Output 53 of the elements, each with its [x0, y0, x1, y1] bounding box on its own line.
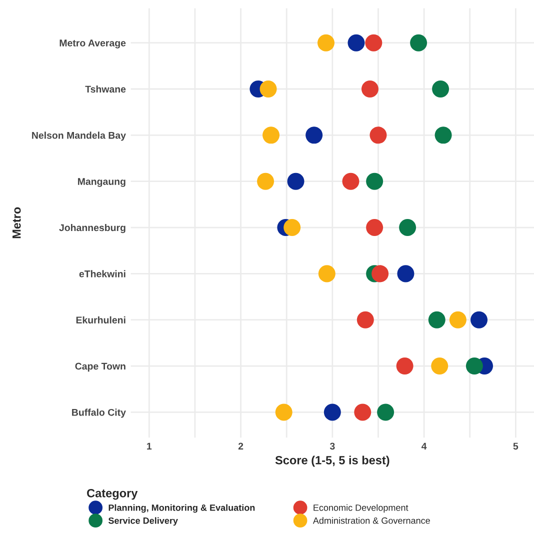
- legend-title: Category: [87, 488, 138, 500]
- legend-label: Economic Development: [314, 504, 408, 513]
- point: [354, 404, 372, 421]
- point: [377, 404, 394, 421]
- point: [356, 311, 374, 328]
- point: [466, 358, 483, 375]
- x-tick-label: 2: [238, 442, 244, 450]
- x-axis-title: Score (1-5, 5 is best): [275, 456, 390, 467]
- x-tick-label: 5: [513, 442, 518, 450]
- legend-label: Service Delivery: [108, 517, 178, 526]
- point: [399, 219, 416, 236]
- point: [348, 34, 365, 52]
- point: [370, 126, 387, 144]
- point: [397, 265, 414, 282]
- point: [431, 358, 448, 375]
- point: [284, 219, 301, 236]
- point: [257, 172, 274, 190]
- point: [366, 172, 384, 190]
- point: [324, 404, 341, 421]
- point: [318, 265, 336, 282]
- point: [449, 311, 466, 328]
- point: [396, 358, 414, 375]
- point: [428, 311, 446, 328]
- point: [410, 34, 428, 52]
- point: [432, 80, 450, 98]
- point: [434, 126, 452, 144]
- point: [342, 172, 360, 190]
- point: [262, 126, 280, 144]
- point: [287, 172, 304, 190]
- point: [361, 80, 378, 98]
- y-tick-label: Cape Town: [75, 362, 126, 372]
- x-tick-label: 3: [330, 442, 335, 450]
- point: [365, 34, 382, 52]
- x-tick-label: 1: [147, 442, 152, 450]
- point: [317, 34, 335, 52]
- point: [470, 311, 488, 328]
- y-tick-label: Tshwane: [85, 85, 126, 93]
- y-tick-label: Mangaung: [78, 178, 126, 187]
- point: [372, 265, 389, 282]
- y-tick-label: Ekurhuleni: [76, 316, 126, 324]
- legend-label: Administration & Governance: [312, 517, 430, 524]
- y-tick-label: Buffalo City: [72, 408, 126, 418]
- point: [306, 126, 323, 144]
- y-tick-label: Metro Average: [60, 40, 126, 48]
- y-tick-label: Nelson Mandela Bay: [32, 132, 126, 141]
- y-tick-label: eThekwini: [79, 270, 126, 278]
- point: [275, 404, 292, 421]
- y-axis-title: Metro: [12, 207, 21, 238]
- y-tick-label: Johannesburg: [59, 224, 126, 234]
- point: [260, 80, 277, 98]
- point: [366, 219, 384, 236]
- x-tick-label: 4: [421, 442, 427, 450]
- legend-label: Planning, Monitoring & Evaluation: [108, 504, 255, 513]
